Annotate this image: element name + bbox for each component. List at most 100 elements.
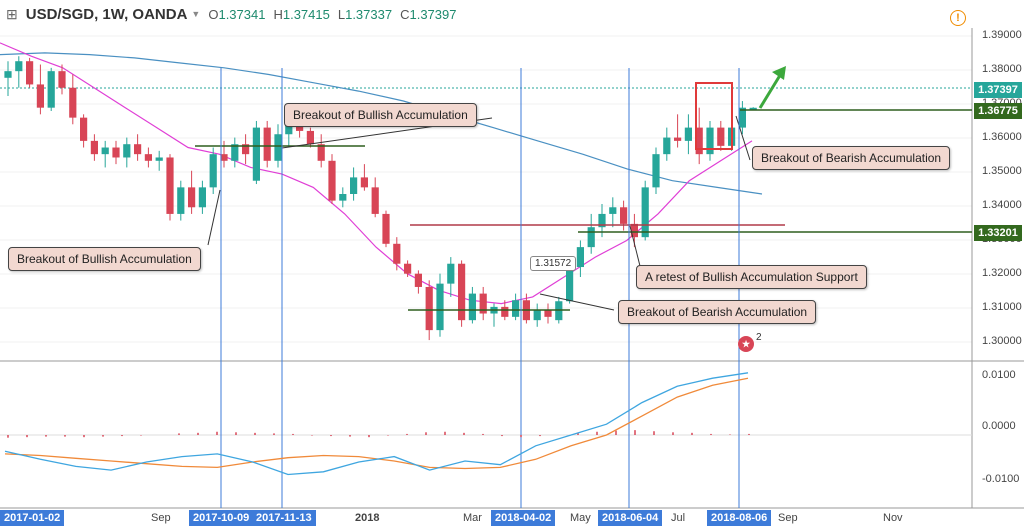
candle-body — [90, 140, 98, 155]
candle-body — [544, 310, 552, 317]
annotation-retest-support: A retest of Bullish Accumulation Support — [636, 265, 867, 289]
candle-body — [252, 127, 260, 181]
candle-body — [36, 84, 44, 108]
annotation-pointer — [539, 293, 615, 311]
candle-body — [242, 144, 250, 155]
candle-body — [501, 306, 509, 317]
resistance-price-label: 1.36775 — [974, 103, 1022, 119]
candles — [4, 56, 757, 341]
candle-body — [360, 177, 368, 188]
candle-body — [209, 154, 217, 188]
symbol-title: USD/SGD, 1W, OANDA — [25, 5, 188, 23]
candle-body — [306, 130, 314, 145]
candle-body — [58, 71, 66, 88]
candle-body — [80, 117, 88, 141]
macd-panel — [0, 68, 972, 508]
candle-body — [479, 293, 487, 314]
candle-body — [263, 127, 271, 161]
candle-body — [706, 127, 714, 155]
candle-body — [425, 286, 433, 331]
candle-body — [609, 207, 617, 214]
time-label: Jul — [671, 512, 686, 524]
candle-body — [177, 187, 185, 214]
candle-body — [198, 187, 206, 208]
candle-body — [317, 144, 325, 161]
candle-body — [414, 273, 422, 287]
low-label: L — [337, 6, 346, 22]
candle-body — [15, 61, 23, 72]
candle-body — [663, 137, 671, 155]
candle-body — [26, 61, 34, 85]
macd-line — [4, 372, 749, 476]
candle-body — [695, 127, 703, 155]
candle-body — [512, 300, 520, 317]
candle-body — [458, 263, 466, 321]
candle-body — [684, 127, 692, 141]
candle-body — [144, 154, 152, 161]
time-label: Sep — [778, 512, 798, 524]
candle-body — [296, 124, 304, 131]
annotation-bullish-breakout-2: Breakout of Bullish Accumulation — [284, 103, 477, 127]
candle-body — [4, 71, 12, 78]
date-badge: 2018-06-04 — [598, 510, 663, 526]
current-price-label: 1.37397 — [974, 82, 1022, 98]
sma-path — [0, 52, 763, 195]
candle-body — [231, 144, 239, 161]
candle-body — [436, 283, 444, 331]
date-badge: 2017-10-09 — [189, 510, 254, 526]
candle-body — [350, 177, 358, 194]
candle-body — [134, 144, 142, 155]
candle-body — [393, 243, 401, 264]
time-label: Mar — [463, 512, 482, 524]
time-label: Nov — [883, 512, 903, 524]
annotation-bearish-breakout-1: Breakout of Bearish Accumulation — [752, 146, 951, 170]
chart-header: ⊞ USD/SGD, 1W, OANDA ▼ O 1.37341 H 1.37415… — [0, 0, 456, 28]
candle-body — [738, 107, 746, 128]
ema-path — [0, 42, 753, 305]
date-badge: 2017-11-13 — [252, 510, 316, 526]
annotation-bearish-breakout-2: Breakout of Bearish Accumulation — [618, 300, 817, 324]
candle-body — [155, 157, 163, 161]
price-tick: 1.31000 — [982, 301, 1022, 313]
candle-body — [371, 187, 379, 214]
candle-body — [404, 263, 412, 274]
candle-body — [101, 147, 109, 155]
date-badge: 2018-04-02 — [491, 510, 556, 526]
close-label: C — [400, 6, 410, 22]
trend-arrow-head — [772, 66, 786, 80]
candle-body — [166, 157, 174, 214]
candle-body — [576, 247, 584, 268]
annotation-bullish-breakout-1: Breakout of Bullish Accumulation — [8, 247, 201, 271]
candle-body — [112, 147, 120, 158]
alert-icon[interactable]: ! — [950, 10, 966, 26]
candle-body — [285, 124, 293, 135]
trend-arrow — [758, 71, 784, 109]
open-value: 1.37341 — [218, 6, 266, 22]
crosshair-icon[interactable]: ⊞ — [6, 5, 18, 22]
candle-body — [188, 187, 196, 208]
open-label: O — [208, 6, 219, 22]
events-icon[interactable]: ★ — [738, 336, 754, 352]
price-tick: 1.34000 — [982, 199, 1022, 211]
time-label: Sep — [151, 512, 171, 524]
candle-body — [382, 213, 390, 244]
candle-body — [533, 310, 541, 321]
dropdown-icon[interactable]: ▼ — [191, 9, 201, 19]
macd-tick: 0.0000 — [982, 420, 1016, 432]
date-badge: 2018-08-06 — [707, 510, 772, 526]
price-tick: 1.32000 — [982, 267, 1022, 279]
candle-body — [47, 71, 55, 108]
candle-body — [468, 293, 476, 321]
low-value: 1.37337 — [345, 6, 393, 22]
annotation-pointer — [735, 115, 751, 161]
ema-line — [0, 42, 753, 305]
signal-line — [4, 377, 749, 470]
price-tag: 1.31572 — [530, 256, 577, 271]
date-badge: 2017-01-02 — [0, 510, 65, 526]
time-label: 2018 — [355, 512, 380, 524]
time-label: May — [570, 512, 591, 524]
price-tick: 1.30000 — [982, 335, 1022, 347]
candle-body — [339, 194, 347, 201]
candle-body — [641, 187, 649, 238]
candle-body — [587, 227, 595, 248]
